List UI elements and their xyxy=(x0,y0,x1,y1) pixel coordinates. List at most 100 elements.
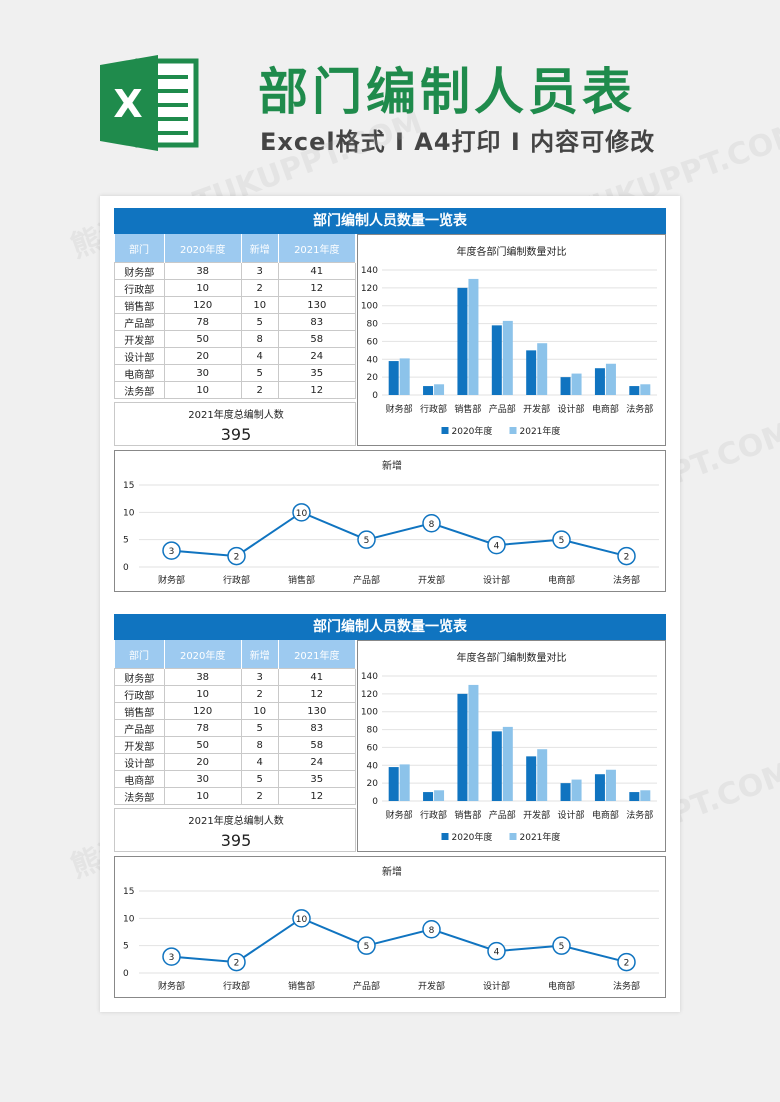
table-cell[interactable]: 12 xyxy=(277,279,357,297)
table-cell[interactable]: 5 xyxy=(240,364,279,382)
bar[interactable] xyxy=(629,792,640,801)
data-point[interactable] xyxy=(162,541,181,560)
table-cell[interactable]: 4 xyxy=(240,347,279,365)
table-cell[interactable]: 24 xyxy=(277,347,357,365)
data-point[interactable] xyxy=(292,909,311,928)
bar[interactable] xyxy=(640,790,651,801)
bar[interactable] xyxy=(571,373,582,395)
table-cell[interactable]: 12 xyxy=(277,787,357,805)
table-cell[interactable]: 20 xyxy=(163,347,242,365)
bar[interactable] xyxy=(457,693,468,801)
table-cell[interactable]: 78 xyxy=(163,313,242,331)
table-cell[interactable]: 83 xyxy=(277,719,357,737)
table-cell[interactable]: 35 xyxy=(277,364,357,382)
table-cell[interactable]: 法务部 xyxy=(114,787,165,805)
table-cell[interactable]: 38 xyxy=(163,668,242,686)
table-cell[interactable]: 50 xyxy=(163,330,242,348)
table-cell[interactable]: 10 xyxy=(163,381,242,399)
table-cell[interactable]: 开发部 xyxy=(114,330,165,348)
bar[interactable] xyxy=(502,320,513,395)
data-point[interactable] xyxy=(422,920,441,939)
table-cell[interactable]: 10 xyxy=(240,702,279,720)
data-point[interactable] xyxy=(552,530,571,549)
bar[interactable] xyxy=(560,377,571,395)
data-point[interactable] xyxy=(162,947,181,966)
data-point[interactable] xyxy=(227,952,246,972)
bar[interactable] xyxy=(605,363,616,395)
table-cell[interactable]: 销售部 xyxy=(114,702,165,720)
data-point[interactable] xyxy=(552,936,571,955)
bar[interactable] xyxy=(399,358,410,395)
bar[interactable] xyxy=(526,756,537,801)
table-cell[interactable]: 130 xyxy=(277,702,357,720)
table-cell[interactable]: 41 xyxy=(277,262,357,280)
bar[interactable] xyxy=(468,684,479,801)
bar[interactable] xyxy=(468,278,479,395)
table-cell[interactable]: 35 xyxy=(277,770,357,788)
data-point[interactable] xyxy=(292,503,311,522)
table-cell[interactable]: 10 xyxy=(163,279,242,297)
table-cell[interactable]: 销售部 xyxy=(114,296,165,314)
table-cell[interactable]: 设计部 xyxy=(114,347,165,365)
table-cell[interactable]: 5 xyxy=(240,719,279,737)
data-point[interactable] xyxy=(487,535,506,555)
table-cell[interactable]: 5 xyxy=(240,770,279,788)
table-cell[interactable]: 8 xyxy=(240,330,279,348)
table-cell[interactable]: 产品部 xyxy=(114,313,165,331)
data-point[interactable] xyxy=(357,936,376,955)
table-cell[interactable]: 24 xyxy=(277,753,357,771)
table-cell[interactable]: 12 xyxy=(277,685,357,703)
data-point[interactable] xyxy=(227,546,246,566)
bar[interactable] xyxy=(571,779,582,801)
bar[interactable] xyxy=(526,350,537,395)
bar[interactable] xyxy=(491,731,502,801)
table-cell[interactable]: 行政部 xyxy=(114,279,165,297)
table-cell[interactable]: 财务部 xyxy=(114,262,165,280)
table-cell[interactable]: 开发部 xyxy=(114,736,165,754)
total-value[interactable]: 395 xyxy=(220,425,252,444)
table-cell[interactable]: 58 xyxy=(277,736,357,754)
table-cell[interactable]: 30 xyxy=(163,364,242,382)
table-cell[interactable]: 财务部 xyxy=(114,668,165,686)
table-cell[interactable]: 3 xyxy=(240,262,279,280)
bar[interactable] xyxy=(629,386,640,395)
bar[interactable] xyxy=(537,343,548,395)
table-cell[interactable]: 10 xyxy=(240,296,279,314)
table-cell[interactable]: 38 xyxy=(163,262,242,280)
bar[interactable] xyxy=(640,384,651,395)
bar[interactable] xyxy=(388,767,399,801)
table-cell[interactable]: 4 xyxy=(240,753,279,771)
data-point[interactable] xyxy=(617,952,636,972)
bar[interactable] xyxy=(502,726,513,801)
data-point[interactable] xyxy=(487,941,506,961)
table-cell[interactable]: 78 xyxy=(163,719,242,737)
table-cell[interactable]: 58 xyxy=(277,330,357,348)
table-cell[interactable]: 2 xyxy=(240,787,279,805)
total-value[interactable]: 395 xyxy=(220,831,252,850)
bar[interactable] xyxy=(594,774,605,801)
table-cell[interactable]: 50 xyxy=(163,736,242,754)
table-cell[interactable]: 30 xyxy=(163,770,242,788)
table-cell[interactable]: 电商部 xyxy=(114,770,165,788)
bar[interactable] xyxy=(399,764,410,801)
table-cell[interactable]: 8 xyxy=(240,736,279,754)
table-cell[interactable]: 20 xyxy=(163,753,242,771)
table-cell[interactable]: 产品部 xyxy=(114,719,165,737)
table-cell[interactable]: 2 xyxy=(240,279,279,297)
bar[interactable] xyxy=(560,783,571,801)
bar[interactable] xyxy=(594,368,605,395)
data-point[interactable] xyxy=(357,530,376,549)
bar[interactable] xyxy=(491,325,502,395)
table-cell[interactable]: 2 xyxy=(240,381,279,399)
bar[interactable] xyxy=(434,790,445,801)
table-cell[interactable]: 130 xyxy=(277,296,357,314)
bar[interactable] xyxy=(537,749,548,801)
table-cell[interactable]: 10 xyxy=(163,787,242,805)
table-cell[interactable]: 电商部 xyxy=(114,364,165,382)
table-cell[interactable]: 12 xyxy=(277,381,357,399)
bar[interactable] xyxy=(388,361,399,395)
table-cell[interactable]: 120 xyxy=(163,296,242,314)
bar[interactable] xyxy=(434,384,445,395)
bar[interactable] xyxy=(423,386,434,395)
table-cell[interactable]: 41 xyxy=(277,668,357,686)
